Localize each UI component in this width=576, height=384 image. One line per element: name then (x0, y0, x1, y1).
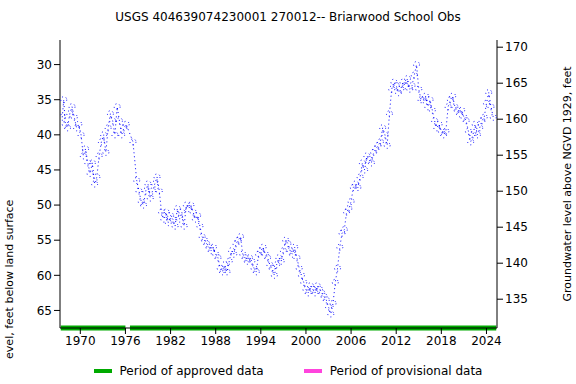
svg-text:50: 50 (37, 198, 52, 212)
svg-text:2006: 2006 (336, 334, 367, 348)
svg-text:155: 155 (505, 148, 528, 162)
svg-text:55: 55 (37, 233, 52, 247)
svg-text:2018: 2018 (426, 334, 457, 348)
svg-text:65: 65 (37, 304, 52, 318)
svg-text:1994: 1994 (246, 334, 277, 348)
html-text:Period of approved data: Period of approved data (119, 364, 264, 378)
svg-text:1988: 1988 (200, 334, 231, 348)
svg-text:Depth to water level, feet bel: Depth to water level, feet below land su… (3, 199, 16, 360)
svg-text:170: 170 (505, 40, 528, 54)
svg-text:35: 35 (37, 93, 52, 107)
html-text:Period of provisional data: Period of provisional data (329, 364, 483, 378)
svg-text:2000: 2000 (291, 334, 322, 348)
svg-text:40: 40 (37, 128, 52, 142)
svg-text:2024: 2024 (471, 334, 502, 348)
svg-text:140: 140 (505, 256, 528, 270)
svg-text:45: 45 (37, 163, 52, 177)
svg-text:60: 60 (37, 269, 52, 283)
svg-text:1970: 1970 (65, 334, 96, 348)
svg-text:150: 150 (505, 184, 528, 198)
svg-text:1976: 1976 (110, 334, 141, 348)
svg-text:160: 160 (505, 112, 528, 126)
svg-text:145: 145 (505, 220, 528, 234)
svg-text:Groundwater level above NGVD 1: Groundwater level above NGVD 1929, feet (561, 66, 574, 302)
svg-text:165: 165 (505, 76, 528, 90)
html-text:USGS 404639074230001 270012--: USGS 404639074230001 270012-- Briarwood … (115, 10, 461, 24)
svg-text:2012: 2012 (381, 334, 412, 348)
svg-text:1982: 1982 (155, 334, 186, 348)
svg-text:135: 135 (505, 292, 528, 306)
svg-text:30: 30 (37, 58, 52, 72)
